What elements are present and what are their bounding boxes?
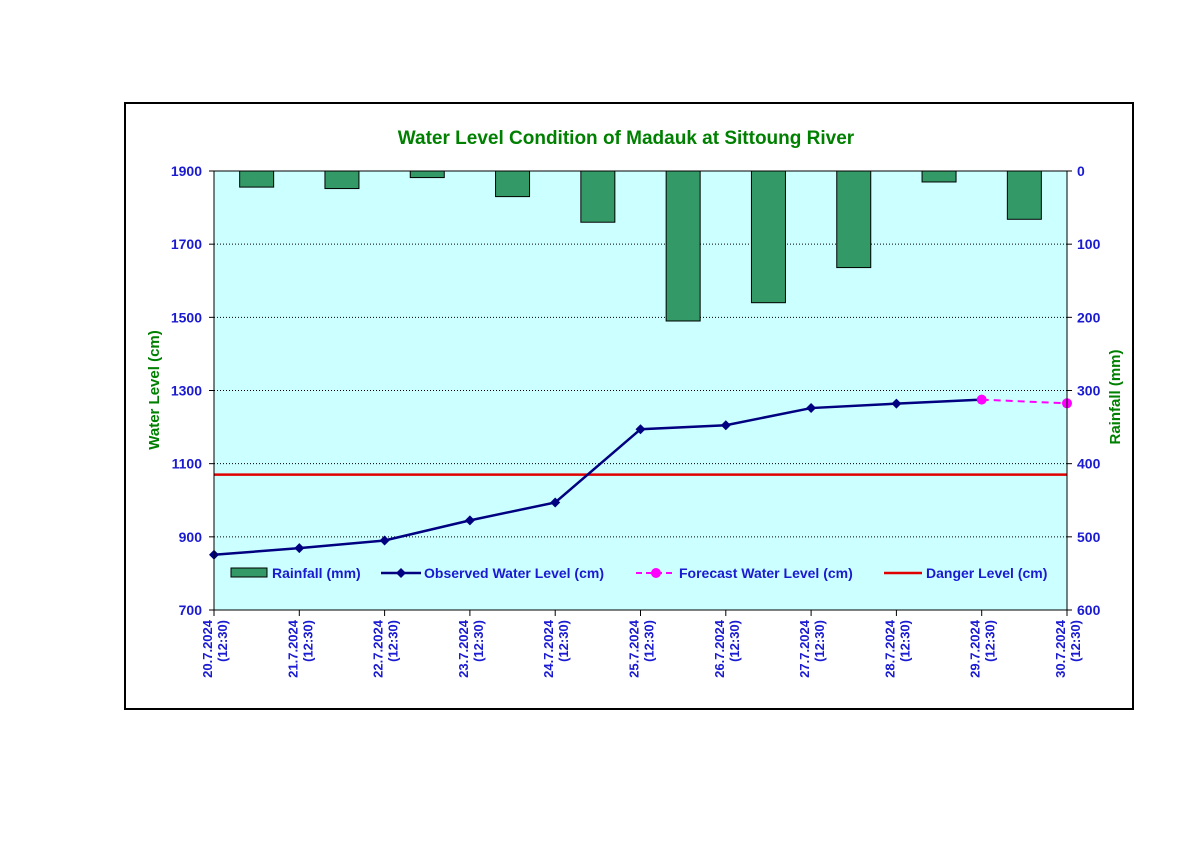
x-tick-label-date: 27.7.2024 (797, 619, 812, 678)
y-axis-right-title: Rainfall (mm) (1107, 349, 1124, 444)
legend-swatch-rainfall (230, 567, 268, 578)
y-tick-label-left: 1500 (171, 309, 202, 325)
legend-label-observed: Observed Water Level (cm) (424, 565, 604, 581)
x-tick-label-group: 27.7.2024 (12:30) (797, 619, 827, 678)
rainfall-bar (495, 170, 531, 198)
x-tick-label-date: 28.7.2024 (882, 619, 897, 678)
forecast-point (976, 394, 987, 405)
x-tick-label-date: 24.7.2024 (541, 619, 556, 678)
legend-label-rainfall: Rainfall (mm) (272, 565, 361, 581)
water-level-chart: 700 900 1100 1300 1500 1700 1900 0 100 200 300 400… (146, 128, 1124, 678)
y-tick-label-right: 100 (1077, 236, 1101, 252)
rainfall-bar (750, 170, 786, 304)
x-tick-label-group: 28.7.2024 (12:30) (882, 619, 912, 678)
y-tick-label-left: 1100 (172, 456, 203, 472)
x-tick-label-group: 30.7.2024 (12:30) (1053, 619, 1083, 678)
x-tick-label-time: (12:30) (1068, 620, 1083, 662)
observed-point (379, 535, 390, 546)
x-tick-label-time: (12:30) (556, 620, 571, 662)
x-tick-label-time: (12:30) (300, 620, 315, 662)
legend-label-danger: Danger Level (cm) (926, 565, 1047, 581)
y-tick-label-right: 200 (1077, 309, 1101, 325)
x-tick-label-date: 26.7.2024 (712, 619, 727, 678)
x-tick-label-date: 25.7.2024 (627, 619, 642, 678)
x-tick-label-time: (12:30) (471, 620, 486, 662)
x-tick-label-date: 22.7.2024 (371, 619, 386, 678)
chart-frame: 700 900 1100 1300 1500 1700 1900 0 100 200 300 400… (124, 102, 1134, 710)
rainfall-bar (1006, 170, 1042, 220)
legend-label-forecast: Forecast Water Level (cm) (679, 565, 853, 581)
observed-line (213, 398, 982, 557)
y-axis-left-title: Water Level (cm) (146, 330, 163, 449)
legend: Rainfall (mm) Observed Water Level (cm) Fo… (230, 565, 1047, 581)
rainfall-bar (409, 170, 445, 179)
y-tick-label-right: 300 (1077, 383, 1101, 399)
y-tick-label-left: 900 (179, 529, 203, 545)
rainfall-bar (921, 170, 957, 183)
x-tick-label-time: (12:30) (983, 620, 998, 662)
x-tick-label-group: 29.7.2024 (12:30) (968, 619, 998, 678)
chart-title: Water Level Condition of Madauk at Sitto… (398, 128, 855, 149)
x-tick-label-date: 30.7.2024 (1053, 619, 1068, 678)
rainfall-bar (665, 170, 701, 322)
observed-point (464, 515, 475, 526)
observed-point (891, 398, 902, 409)
rainfall-bar (324, 170, 360, 190)
y-tick-label-left: 1900 (171, 163, 202, 179)
x-tick-label-group: 26.7.2024 (12:30) (712, 619, 742, 678)
y-tick-label-right: 600 (1077, 602, 1101, 618)
y-tick-label-right: 400 (1077, 456, 1101, 472)
y-tick-label-left: 700 (179, 602, 203, 618)
rainfall-bar (836, 170, 872, 269)
forecast-line (981, 398, 1068, 405)
observed-point (294, 543, 305, 554)
rainfall-bar (239, 170, 275, 188)
y-tick-label-left: 1300 (171, 383, 202, 399)
x-tick-label-group: 22.7.2024 (12:30) (371, 619, 401, 678)
x-tick-label-time: (12:30) (727, 620, 742, 662)
observed-point (635, 424, 646, 435)
x-tick-label-group: 25.7.2024 (12:30) (627, 619, 657, 678)
x-tick-label-date: 20.7.2024 (200, 619, 215, 678)
x-tick-label-date: 21.7.2024 (285, 619, 300, 678)
x-tick-label-time: (12:30) (897, 620, 912, 662)
x-tick-label-group: 20.7.2024 (12:30) (200, 619, 230, 678)
y-tick-label-right: 0 (1077, 163, 1085, 179)
x-tick-label-time: (12:30) (386, 620, 401, 662)
x-tick-label-time: (12:30) (642, 620, 657, 662)
x-tick-label-date: 29.7.2024 (968, 619, 983, 678)
x-tick-label-group: 23.7.2024 (12:30) (456, 619, 486, 678)
x-tick-label-group: 21.7.2024 (12:30) (285, 619, 315, 678)
observed-point (720, 420, 731, 431)
x-tick-label-date: 23.7.2024 (456, 619, 471, 678)
legend-marker-forecast (651, 568, 661, 578)
x-tick-label-group: 24.7.2024 (12:30) (541, 619, 571, 678)
y-tick-label-left: 1700 (171, 236, 202, 252)
x-tick-label-time: (12:30) (812, 620, 827, 662)
rainfall-bar (580, 170, 616, 223)
y-tick-label-right: 500 (1077, 529, 1101, 545)
observed-point (550, 497, 561, 508)
x-tick-label-time: (12:30) (215, 620, 230, 662)
observed-point (806, 403, 817, 414)
legend-marker-observed (396, 568, 406, 578)
